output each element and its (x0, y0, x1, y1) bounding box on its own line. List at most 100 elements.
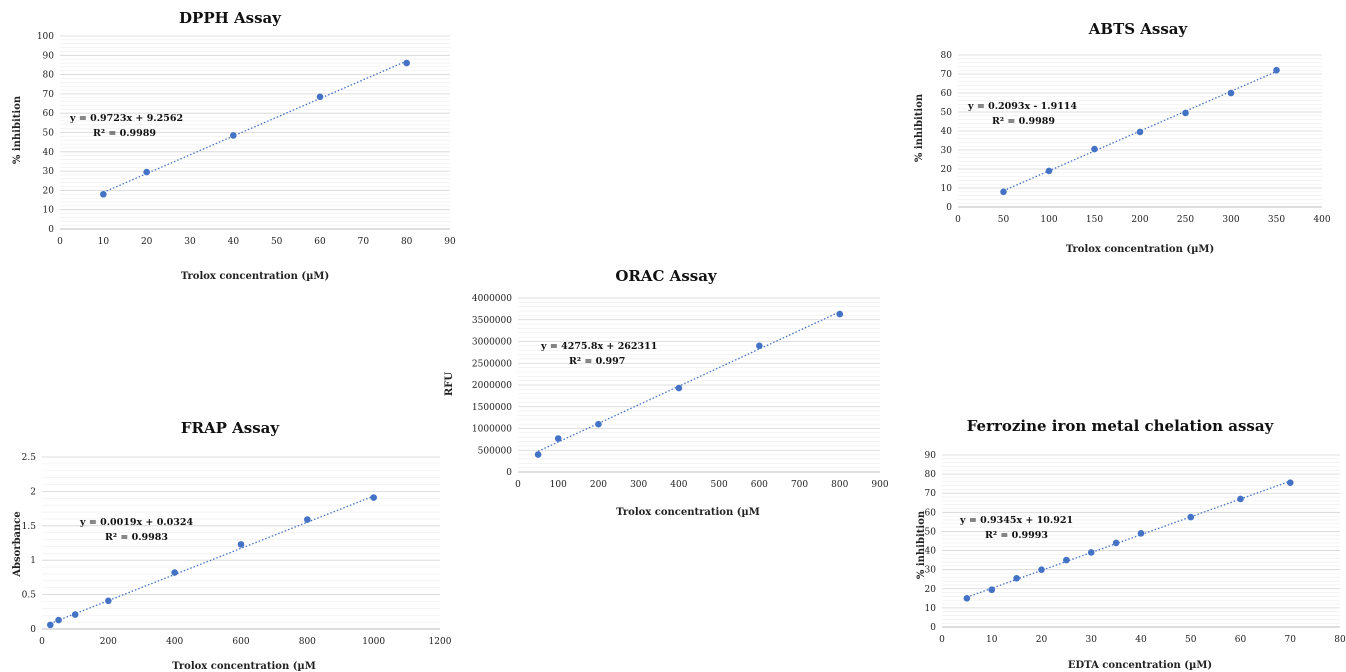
data-point (403, 59, 410, 67)
y-tick-label: 50 (925, 527, 937, 537)
data-point (1227, 89, 1235, 97)
x-tick-label: 0 (955, 215, 961, 225)
y-tick-label: 2000000 (472, 381, 512, 391)
y-tick-label: 50 (43, 129, 55, 139)
data-point (988, 586, 996, 594)
y-tick-label: 80 (925, 470, 937, 480)
data-point (55, 616, 62, 624)
r-squared: R² = 0.9989 (93, 128, 156, 139)
y-tick-label: 20 (43, 186, 55, 196)
x-tick-label: 50 (998, 215, 1010, 225)
y-tick-label: 3000000 (472, 338, 512, 348)
y-axis-label: RFU (444, 372, 455, 396)
x-tick-label: 200 (100, 637, 117, 647)
x-tick-label: 600 (751, 480, 768, 490)
x-tick-label: 1000 (362, 637, 385, 647)
y-tick-label: 40 (43, 148, 55, 158)
data-point (675, 384, 683, 392)
data-point (304, 516, 311, 523)
data-point (230, 132, 237, 139)
y-tick-label: 1500000 (472, 403, 512, 413)
y-tick-label: 4000000 (472, 294, 512, 304)
chart-frap: FRAP Assay 0 0.5 1 1.5 2 2.5 0 200 400 600 800 1000… (12, 419, 452, 672)
x-tick-label: 0 (515, 480, 521, 490)
trendline (50, 495, 374, 625)
x-tick-label: 150 (1086, 215, 1103, 225)
data-point (1112, 539, 1120, 547)
data-point (1286, 479, 1294, 487)
y-tick-label: 80 (941, 51, 953, 61)
data-point (836, 310, 844, 318)
data-point (100, 190, 107, 198)
x-axis-label: Trolox concentration (µM) (1066, 244, 1214, 255)
x-tick-label: 70 (358, 237, 370, 247)
x-tick-label: 600 (232, 637, 249, 647)
y-tick-label: 60 (941, 89, 953, 99)
y-tick-label: 2 (30, 487, 36, 497)
chart-title: ORAC Assay (615, 267, 718, 285)
x-tick-label: 400 (1313, 215, 1330, 225)
y-axis-label: % inhibition (12, 95, 23, 164)
x-tick-label: 90 (444, 237, 456, 247)
chart-abts: ABTS Assay 0 10 20 30 40 50 60 70 80 0 50 100 150 200… (914, 20, 1331, 255)
data-point (171, 569, 178, 576)
data-point (756, 342, 763, 350)
y-tick-label: 30 (43, 167, 55, 177)
y-tick-label: 90 (43, 51, 55, 61)
data-point (237, 541, 245, 548)
data-point (1000, 188, 1007, 196)
y-axis-label: % inhibition (914, 93, 925, 162)
chart-ferrozine: Ferrozine iron metal chelation assay 0 10… (916, 417, 1346, 671)
data-point (1087, 549, 1095, 556)
y-tick-label: 10 (941, 184, 953, 194)
data-point (1038, 566, 1045, 573)
data-point (1136, 128, 1144, 136)
x-tick-label: 500 (711, 480, 728, 490)
chart-title: FRAP Assay (181, 419, 281, 437)
x-axis-label: Trolox concentration (µM (616, 507, 760, 518)
x-tick-label: 300 (630, 480, 647, 490)
data-point (1063, 556, 1070, 564)
x-tick-label: 10 (98, 237, 110, 247)
y-tick-label: 1.5 (22, 522, 37, 532)
trendline-equation: y = 0.2093x - 1.9114 (967, 101, 1077, 112)
y-tick-label: 2500000 (472, 359, 512, 369)
x-tick-label: 250 (1177, 215, 1194, 225)
x-tick-label: 30 (184, 237, 196, 247)
x-tick-label: 700 (791, 480, 808, 490)
y-tick-label: 100 (37, 32, 54, 42)
y-axis-label: Absorbance (12, 511, 23, 578)
y-tick-label: 90 (925, 451, 937, 461)
x-tick-label: 400 (670, 480, 687, 490)
data-point (316, 93, 324, 101)
x-tick-label: 1200 (429, 637, 452, 647)
chart-title: Ferrozine iron metal chelation assay (967, 417, 1275, 435)
y-tick-label: 0.5 (22, 591, 37, 601)
y-tick-label: 0 (506, 468, 512, 478)
trendline (103, 60, 407, 193)
y-tick-label: 2.5 (22, 453, 37, 463)
x-tick-label: 10 (986, 635, 998, 645)
y-tick-label: 1 (30, 556, 36, 566)
x-tick-label: 200 (1131, 215, 1148, 225)
x-tick-label: 800 (299, 637, 316, 647)
y-tick-label: 70 (43, 90, 55, 100)
x-tick-label: 70 (1285, 635, 1297, 645)
data-point (1182, 109, 1189, 117)
data-point (1013, 574, 1020, 582)
y-tick-label: 10 (43, 206, 55, 216)
y-tick-label: 0 (946, 203, 952, 213)
x-tick-label: 40 (228, 237, 240, 247)
y-tick-label: 0 (48, 225, 54, 235)
chart-title: DPPH Assay (179, 9, 282, 27)
trendline-equation: y = 0.0019x + 0.0324 (79, 517, 193, 528)
x-tick-label: 20 (1036, 635, 1048, 645)
trendline (537, 311, 841, 452)
data-point (1273, 66, 1280, 74)
chart-title: ABTS Assay (1088, 20, 1189, 38)
y-tick-label: 50 (941, 108, 953, 118)
data-point (963, 595, 971, 602)
data-point (1045, 167, 1053, 175)
y-tick-label: 10 (925, 604, 937, 614)
